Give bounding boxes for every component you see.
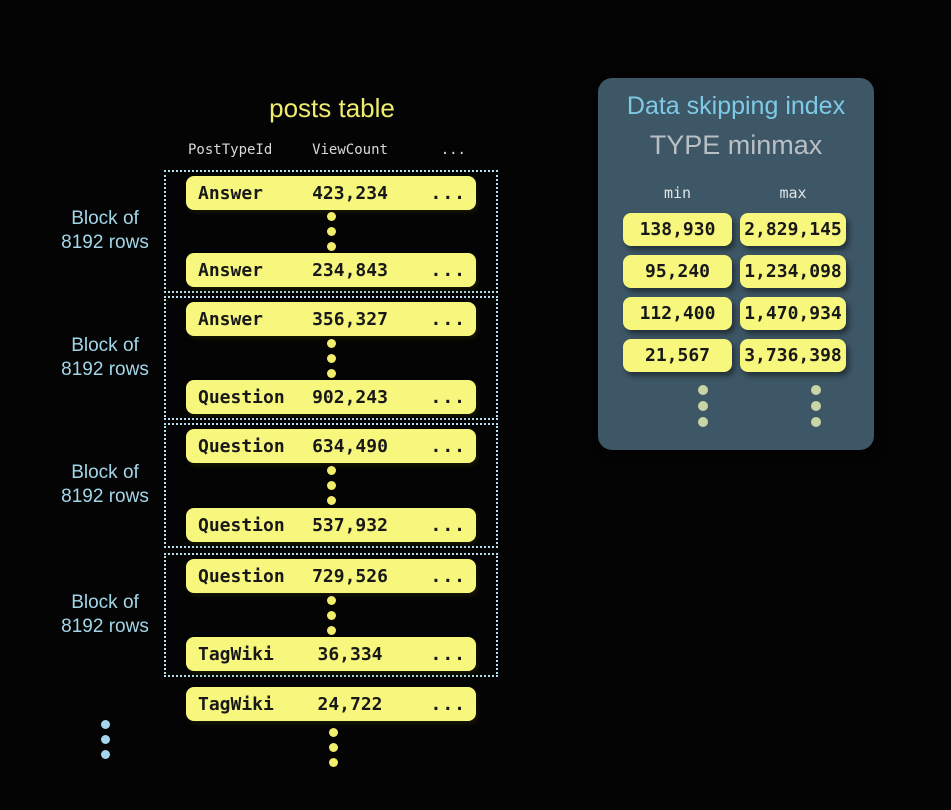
table-row: TagWiki 24,722 ... bbox=[186, 687, 476, 721]
column-header-viewcount: ViewCount bbox=[312, 142, 388, 158]
table-row: Answer 423,234 ... bbox=[186, 176, 476, 210]
row-type: Question bbox=[198, 386, 285, 408]
column-header-ellipsis: ... bbox=[440, 142, 466, 158]
panel-title: Data skipping index bbox=[626, 92, 846, 120]
max-value-chip: 2,829,145 bbox=[740, 213, 846, 246]
vertical-ellipsis-icon bbox=[326, 595, 336, 635]
table-row: Question 537,932 ... bbox=[186, 508, 476, 542]
table-row: Question 729,526 ... bbox=[186, 559, 476, 593]
minmax-grid: 138,930 2,829,145 95,240 1,234,098 112,4… bbox=[623, 213, 846, 372]
row-more: ... bbox=[430, 259, 466, 281]
table-row: Answer 356,327 ... bbox=[186, 302, 476, 336]
row-type: Answer bbox=[198, 308, 264, 330]
min-value-chip: 112,400 bbox=[623, 297, 732, 330]
max-value-chip: 1,234,098 bbox=[740, 255, 846, 288]
row-type: Question bbox=[198, 565, 285, 587]
row-value: 902,243 bbox=[312, 386, 388, 408]
vertical-ellipsis-icon bbox=[101, 720, 110, 759]
table-row: Answer 234,843 ... bbox=[186, 253, 476, 287]
row-value: 24,722 bbox=[317, 693, 383, 715]
vertical-ellipsis-icon bbox=[326, 338, 336, 378]
row-more: ... bbox=[430, 182, 466, 204]
vertical-ellipsis-icon bbox=[329, 728, 338, 767]
panel-subtitle: TYPE minmax bbox=[649, 130, 823, 160]
row-more: ... bbox=[430, 514, 466, 536]
block-label-2: Block of 8192 rows bbox=[61, 335, 149, 380]
vertical-ellipsis-icon bbox=[763, 385, 869, 427]
column-header-posttypeid: PostTypeId bbox=[188, 142, 273, 158]
row-type: Answer bbox=[198, 182, 264, 204]
row-type: Question bbox=[198, 514, 285, 536]
data-skipping-index-panel: Data skipping index TYPE minmax min max … bbox=[598, 78, 874, 450]
table-row: Question 902,243 ... bbox=[186, 380, 476, 414]
max-value-chip: 3,736,398 bbox=[740, 339, 846, 372]
row-more: ... bbox=[430, 693, 466, 715]
row-more: ... bbox=[430, 386, 466, 408]
row-type: TagWiki bbox=[198, 643, 274, 665]
min-value-chip: 95,240 bbox=[623, 255, 732, 288]
block-label-1: Block of 8192 rows bbox=[61, 208, 149, 253]
row-value: 729,526 bbox=[312, 565, 388, 587]
column-header-max: max bbox=[779, 184, 807, 202]
row-more: ... bbox=[430, 643, 466, 665]
row-value: 356,327 bbox=[312, 308, 388, 330]
row-value: 423,234 bbox=[312, 182, 388, 204]
minmax-headers: min max bbox=[623, 184, 846, 202]
column-headers: PostTypeId ViewCount ... bbox=[186, 142, 476, 160]
row-value: 537,932 bbox=[312, 514, 388, 536]
row-block-2: Answer 356,327 ... Question 902,243 ... bbox=[164, 296, 498, 420]
row-block-1: Answer 423,234 ... Answer 234,843 ... bbox=[164, 170, 498, 293]
row-more: ... bbox=[430, 435, 466, 457]
block-label-4: Block of 8192 rows bbox=[61, 592, 149, 637]
row-block-4: Question 729,526 ... TagWiki 36,334 ... bbox=[164, 553, 498, 677]
vertical-ellipsis-icon bbox=[648, 385, 757, 427]
row-value: 634,490 bbox=[312, 435, 388, 457]
column-header-min: min bbox=[663, 184, 692, 202]
row-more: ... bbox=[430, 565, 466, 587]
row-type: Answer bbox=[198, 259, 264, 281]
max-value-chip: 1,470,934 bbox=[740, 297, 846, 330]
row-type: Question bbox=[198, 435, 285, 457]
row-more: ... bbox=[430, 308, 466, 330]
row-value: 234,843 bbox=[312, 259, 388, 281]
table-row: TagWiki 36,334 ... bbox=[186, 637, 476, 671]
row-block-3: Question 634,490 ... Question 537,932 ..… bbox=[164, 423, 498, 548]
block-label-3: Block of 8192 rows bbox=[61, 462, 149, 507]
vertical-ellipsis-icon bbox=[326, 466, 336, 505]
table-row: Question 634,490 ... bbox=[186, 429, 476, 463]
posts-table-title: posts table bbox=[269, 93, 395, 123]
row-type: TagWiki bbox=[198, 693, 274, 715]
vertical-ellipsis-icon bbox=[326, 212, 336, 251]
min-value-chip: 21,567 bbox=[623, 339, 732, 372]
row-value: 36,334 bbox=[317, 643, 383, 665]
min-value-chip: 138,930 bbox=[623, 213, 732, 246]
